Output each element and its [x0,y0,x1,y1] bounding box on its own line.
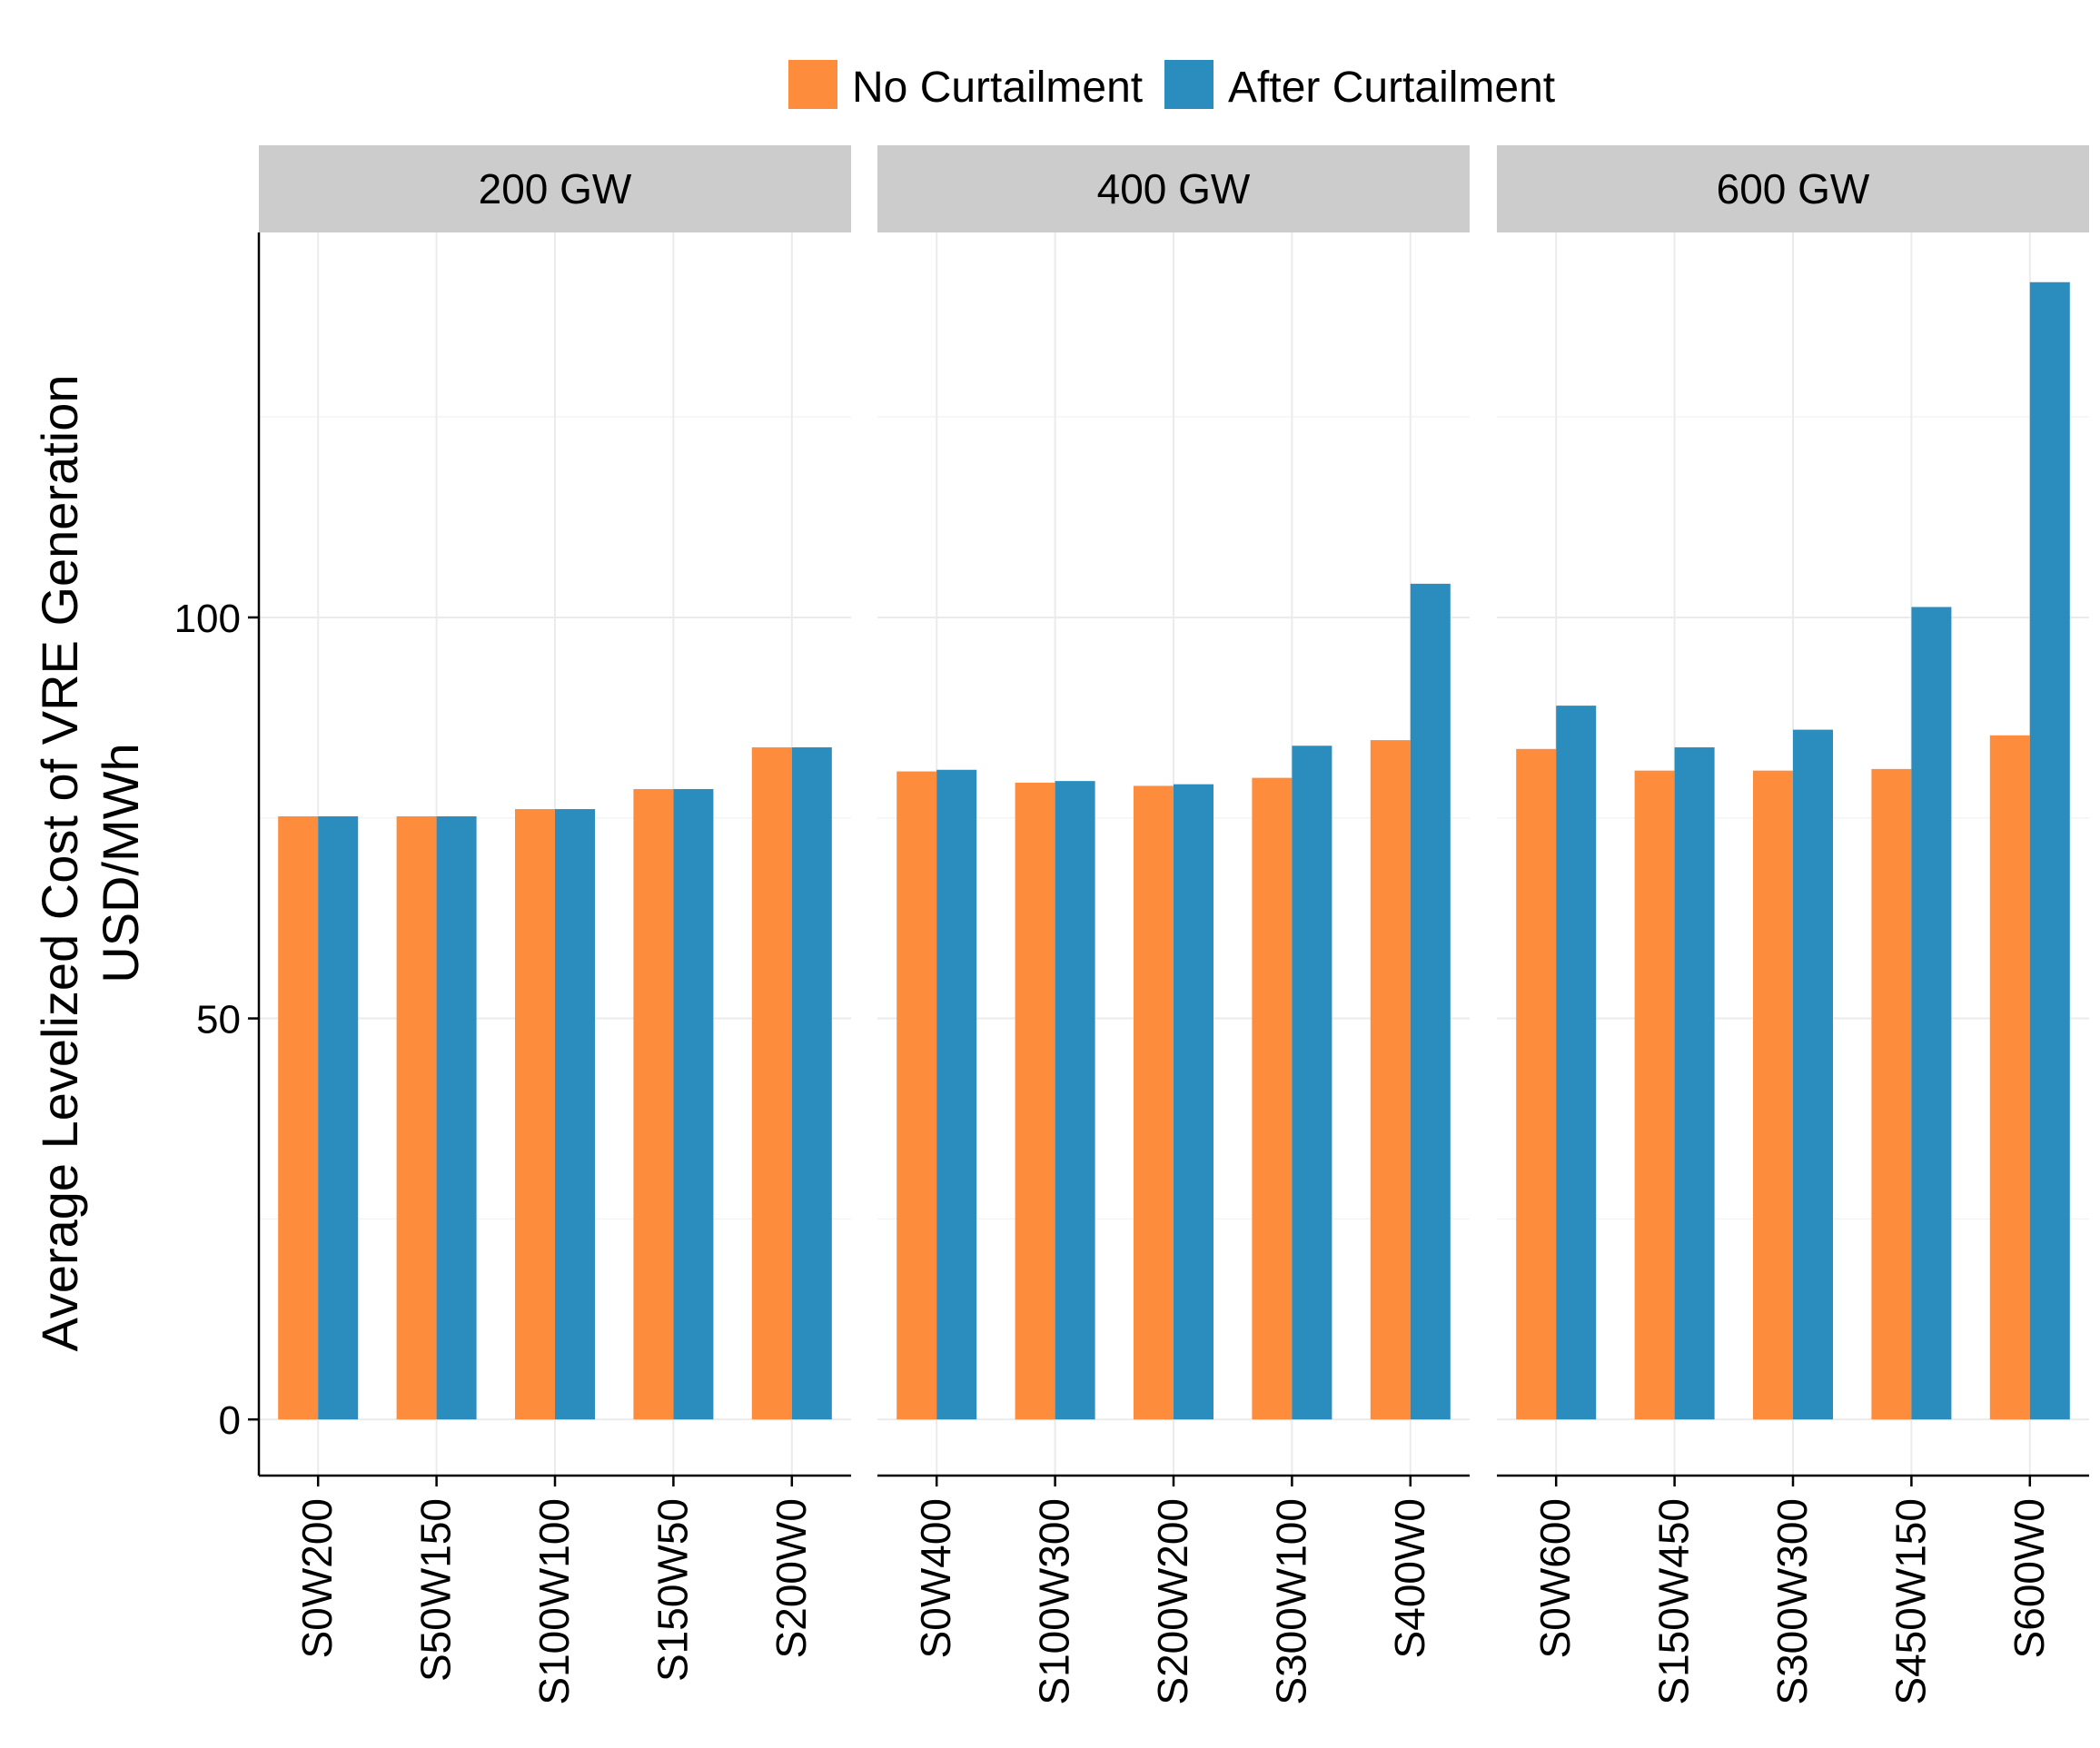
facet-label-0: 200 GW [479,165,632,212]
x-tick-label-0-1: S50W150 [412,1498,460,1682]
bar-2-1-0 [1634,770,1675,1420]
bar-0-0-0 [278,815,319,1420]
facet-strip-1 [877,145,1470,232]
bar-1-1-1 [1055,781,1095,1420]
bar-1-0-1 [936,769,977,1420]
bar-0-3-1 [673,788,714,1420]
bar-1-3-1 [1292,746,1332,1420]
facet-strip-2 [1497,145,2089,232]
x-tick-label-2-1: S150W450 [1650,1498,1698,1705]
y-tick-label-100: 100 [174,597,241,641]
bar-0-2-1 [555,809,595,1420]
bar-0-4-0 [751,747,792,1420]
bar-0-1-1 [436,815,477,1420]
x-tick-label-0-2: S100W100 [530,1498,578,1705]
x-tick-label-2-2: S300W300 [1768,1498,1816,1705]
bar-2-0-0 [1516,748,1557,1420]
facet-label-2: 600 GW [1717,165,1870,212]
y-tick-label-0: 0 [219,1398,241,1443]
bar-0-0-1 [318,815,359,1420]
legend-swatch-0 [788,60,837,109]
x-tick-label-1-3: S300W100 [1267,1498,1314,1705]
bar-2-4-0 [1989,735,2030,1420]
x-tick-label-0-3: S150W50 [649,1498,696,1682]
legend-label-0: No Curtailment [852,64,1143,112]
bar-2-2-0 [1753,770,1793,1420]
bar-2-1-1 [1674,747,1715,1420]
y-axis-title-line2: USD/MWh [92,743,149,983]
bar-1-1-0 [1015,782,1055,1420]
bar-2-0-1 [1556,706,1597,1420]
bar-1-2-1 [1174,784,1213,1420]
bar-0-1-0 [396,815,437,1420]
bar-0-2-0 [515,809,555,1420]
bar-2-3-1 [1911,607,1952,1420]
facet-label-1: 400 GW [1097,165,1251,212]
bar-1-2-0 [1134,785,1174,1420]
x-tick-label-2-0: S0W600 [1531,1498,1579,1658]
bar-0-3-0 [633,788,674,1420]
x-tick-label-1-0: S0W400 [912,1498,959,1658]
bar-1-3-0 [1252,777,1293,1420]
bar-1-4-1 [1410,583,1451,1420]
legend-swatch-1 [1164,60,1213,109]
legend-label-1: After Curtailment [1228,64,1555,112]
y-axis-title-line1: Average Levelized Cost of VRE Generation [31,374,88,1351]
y-tick-label-50: 50 [196,998,241,1042]
bar-2-3-0 [1871,768,1912,1420]
bar-2-2-1 [1793,729,1833,1420]
bar-1-4-0 [1370,740,1411,1420]
facet-strip-0 [259,145,851,232]
x-tick-label-0-4: S200W0 [768,1498,815,1658]
x-tick-label-1-1: S100W300 [1031,1498,1078,1705]
x-tick-label-2-3: S450W150 [1887,1498,1934,1705]
x-tick-label-2-4: S600W0 [2006,1498,2053,1658]
bar-1-0-0 [896,771,937,1420]
x-tick-label-1-4: S400W0 [1386,1498,1433,1658]
bar-2-4-1 [2029,281,2070,1420]
x-tick-label-0-0: S0W200 [293,1498,341,1658]
bar-0-4-1 [791,747,832,1420]
x-tick-label-1-2: S200W200 [1149,1498,1196,1705]
